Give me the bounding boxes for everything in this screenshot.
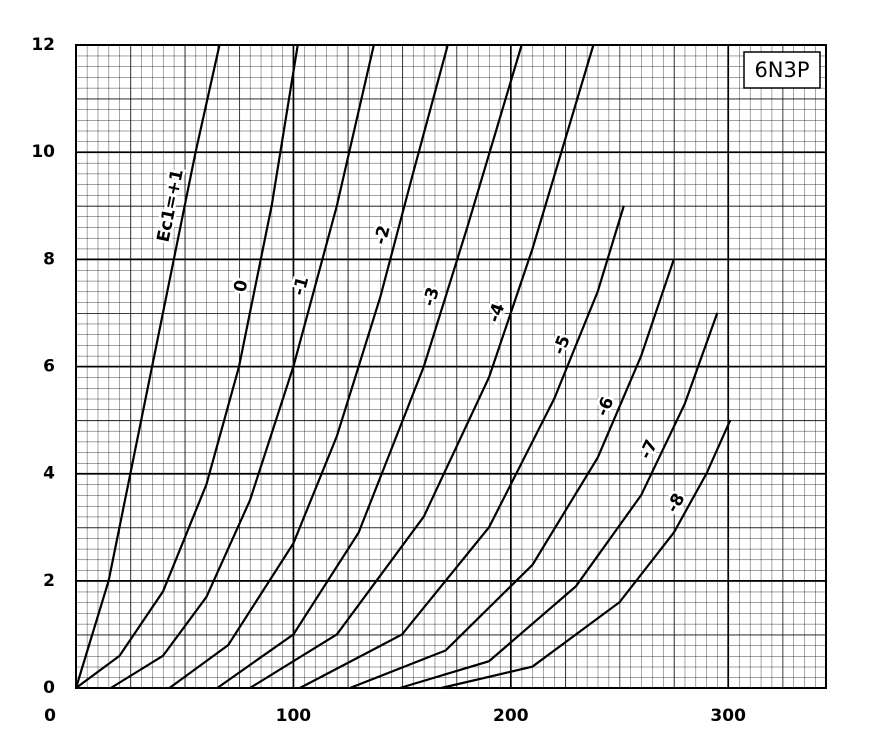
y-tick-label: 8 (43, 249, 55, 269)
curve (299, 205, 625, 689)
y-tick-label: 12 (31, 35, 55, 55)
curve (110, 44, 375, 689)
curve (216, 44, 523, 689)
y-tick-label: 2 (43, 571, 55, 591)
x-tick-label: 200 (493, 706, 529, 726)
curve (349, 258, 675, 690)
y-tick-label: 0 (43, 678, 55, 698)
y-tick-label: 6 (43, 357, 55, 377)
x-tick-label: 300 (710, 706, 746, 726)
curve (440, 419, 732, 690)
chart-title: 6N3P (754, 58, 809, 82)
y-tick-label: 4 (43, 464, 55, 484)
curve (399, 312, 719, 690)
curve (249, 44, 595, 689)
curve (168, 44, 449, 689)
curve (74, 44, 221, 689)
title-box (743, 51, 821, 89)
x-tick-label: 0 (44, 706, 56, 726)
x-tick-label: 100 (276, 706, 312, 726)
curve (75, 44, 299, 689)
y-tick-label: 10 (31, 142, 55, 162)
